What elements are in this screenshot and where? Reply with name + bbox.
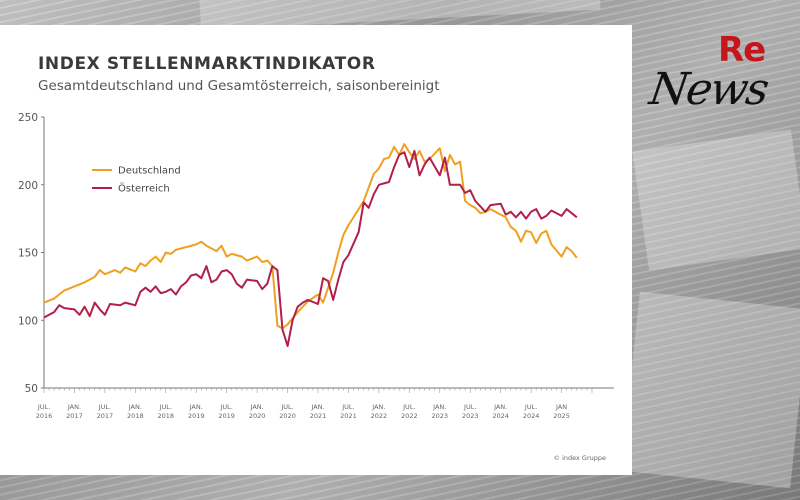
x-tick-label-month: JAN. bbox=[493, 403, 507, 411]
y-tick-label: 250 bbox=[18, 112, 38, 124]
line-chart: 50100150200250JUL.2016JAN.2017JUL.2017JA… bbox=[18, 112, 614, 420]
background-sheet bbox=[621, 291, 800, 489]
x-tick-label-month: JUL. bbox=[280, 403, 293, 411]
background-sheet bbox=[632, 129, 800, 271]
axes: 50100150200250JUL.2016JAN.2017JUL.2017JA… bbox=[18, 112, 614, 420]
x-tick-label-year: 2023 bbox=[462, 412, 479, 420]
x-tick-label-year: 2024 bbox=[492, 412, 509, 420]
chart-card: INDEX STELLENMARKTINDIKATOR Gesamtdeutsc… bbox=[0, 25, 632, 475]
x-tick-label-year: 2025 bbox=[553, 412, 570, 420]
x-tick-label-year: 2017 bbox=[97, 412, 114, 420]
y-tick-label: 50 bbox=[25, 383, 38, 395]
x-tick-label-month: JUL. bbox=[159, 403, 172, 411]
x-tick-label-year: 2021 bbox=[340, 412, 357, 420]
x-tick-label-month: JAN. bbox=[310, 403, 324, 411]
x-tick-label-year: 2018 bbox=[127, 412, 144, 420]
logo-re-text: Re bbox=[718, 30, 766, 70]
x-tick-label-year: 2019 bbox=[188, 412, 205, 420]
x-tick-label-year: 2022 bbox=[401, 412, 418, 420]
y-tick-label: 200 bbox=[18, 180, 38, 192]
legend-label: Deutschland bbox=[118, 166, 181, 177]
legend: Deutschland Österreich bbox=[92, 166, 181, 195]
source-credit: © index Gruppe bbox=[553, 454, 607, 462]
series-line-deutschland bbox=[43, 143, 578, 330]
x-tick-label-year: 2020 bbox=[249, 412, 266, 420]
x-tick-label-month: JAN bbox=[555, 403, 567, 411]
x-tick-label-month: JAN. bbox=[250, 403, 264, 411]
x-tick-label-year: 2019 bbox=[218, 412, 235, 420]
x-tick-label-month: JAN. bbox=[371, 403, 385, 411]
x-tick-label-month: JUL. bbox=[524, 403, 537, 411]
x-tick-label-month: JAN. bbox=[432, 403, 446, 411]
chart-subtitle: Gesamtdeutschland und Gesamtösterreich, … bbox=[38, 78, 440, 94]
y-tick-label: 100 bbox=[18, 315, 38, 327]
x-tick-label-month: JAN. bbox=[189, 403, 203, 411]
chart-title: INDEX STELLENMARKTINDIKATOR bbox=[38, 54, 376, 74]
series-lines bbox=[43, 143, 578, 347]
x-tick-label-month: JUL. bbox=[463, 403, 476, 411]
x-tick-label-year: 2018 bbox=[158, 412, 175, 420]
y-tick-label: 150 bbox=[18, 248, 38, 260]
x-tick-label-year: 2021 bbox=[310, 412, 327, 420]
x-tick-label-year: 2017 bbox=[66, 412, 83, 420]
x-tick-label-month: JUL. bbox=[341, 403, 354, 411]
series-line-österreich bbox=[43, 149, 578, 347]
x-tick-label-month: JUL. bbox=[37, 403, 50, 411]
x-tick-label-year: 2020 bbox=[279, 412, 296, 420]
legend-label: Österreich bbox=[118, 182, 170, 195]
x-tick-label-month: JAN. bbox=[128, 403, 142, 411]
x-tick-label-year: 2016 bbox=[36, 412, 53, 420]
x-tick-label-year: 2022 bbox=[371, 412, 388, 420]
x-tick-label-month: JAN. bbox=[67, 403, 81, 411]
x-tick-label-year: 2024 bbox=[523, 412, 540, 420]
x-tick-label-month: JUL. bbox=[219, 403, 232, 411]
renews-logo: Re News bbox=[646, 30, 776, 130]
x-tick-label-month: JUL. bbox=[98, 403, 111, 411]
x-tick-label-year: 2023 bbox=[432, 412, 449, 420]
x-tick-label-month: JUL. bbox=[402, 403, 415, 411]
logo-news-text: News bbox=[646, 64, 771, 115]
